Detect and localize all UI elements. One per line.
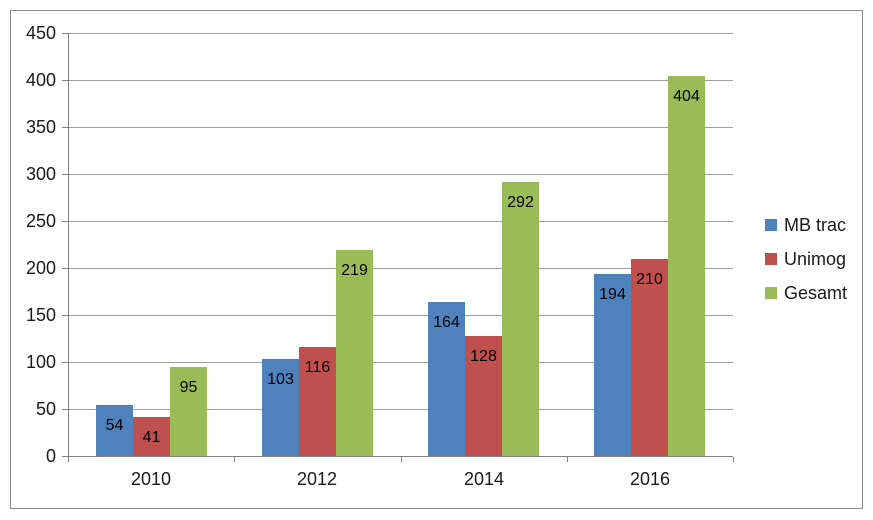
bar-data-label: 404 [673, 88, 700, 105]
bar-gesamt-2014[interactable]: 292 [502, 182, 539, 456]
bar-mb-trac-2012[interactable]: 103 [262, 359, 299, 456]
y-axis-tick [62, 33, 68, 34]
y-axis-line [68, 33, 69, 456]
bar-unimog-2016[interactable]: 210 [631, 259, 668, 456]
y-gridline [68, 174, 733, 175]
legend-label: Unimog [784, 248, 847, 269]
y-gridline [68, 315, 733, 316]
legend-label: MB trac [784, 214, 847, 235]
bar-unimog-2014[interactable]: 128 [465, 336, 502, 456]
x-category-label-2012: 2012 [296, 469, 338, 489]
y-tick-label: 450 [25, 23, 56, 43]
bar-data-label: 128 [470, 348, 497, 365]
legend-swatch-gesamt [765, 287, 777, 299]
legend-label: Gesamt [784, 282, 848, 303]
x-category-label-2010: 2010 [130, 469, 172, 489]
y-tick-label: 50 [35, 399, 56, 419]
legend: MB trac Unimog Gesamt [765, 214, 860, 316]
y-axis-tick [62, 409, 68, 410]
y-gridline [68, 409, 733, 410]
y-gridline [68, 268, 733, 269]
bar-data-label: 95 [179, 379, 198, 396]
bar-data-label: 292 [507, 194, 534, 211]
x-axis-tick [234, 457, 235, 462]
y-tick-label: 150 [25, 305, 56, 325]
legend-item-mb-trac[interactable]: MB trac [765, 214, 846, 236]
bar-data-label: 164 [433, 314, 460, 331]
bar-data-label: 103 [267, 371, 294, 388]
legend-swatch-unimog [765, 253, 777, 265]
y-tick-label: 400 [25, 70, 56, 90]
x-category-label-2014: 2014 [463, 469, 505, 489]
y-gridline [68, 362, 733, 363]
y-axis-tick [62, 315, 68, 316]
x-category-label-2016: 2016 [629, 469, 671, 489]
x-axis-tick [68, 457, 69, 462]
legend-item-gesamt[interactable]: Gesamt [765, 282, 847, 304]
bar-mb-trac-2016[interactable]: 194 [594, 274, 631, 456]
bar-data-label: 219 [341, 262, 368, 279]
bar-data-label: 41 [142, 429, 161, 446]
y-tick-label: 250 [25, 211, 56, 231]
bar-gesamt-2016[interactable]: 404 [668, 76, 705, 456]
x-axis-line [62, 456, 733, 457]
bar-data-label: 54 [105, 417, 124, 434]
y-tick-label: 0 [45, 446, 56, 466]
y-axis-tick [62, 80, 68, 81]
y-tick-label: 100 [25, 352, 56, 372]
y-axis-tick [62, 362, 68, 363]
y-axis-tick [62, 127, 68, 128]
legend-swatch-mb-trac [765, 219, 777, 231]
y-tick-label: 350 [25, 117, 56, 137]
bar-mb-trac-2014[interactable]: 164 [428, 302, 465, 456]
y-gridline [68, 80, 733, 81]
y-tick-label: 200 [25, 258, 56, 278]
bar-gesamt-2010[interactable]: 95 [170, 367, 207, 456]
y-tick-label: 300 [25, 164, 56, 184]
bar-unimog-2010[interactable]: 41 [133, 417, 170, 456]
legend-item-unimog[interactable]: Unimog [765, 248, 846, 270]
y-axis-tick [62, 174, 68, 175]
y-axis-tick [62, 268, 68, 269]
bar-mb-trac-2010[interactable]: 54 [96, 405, 133, 456]
bar-data-label: 194 [599, 286, 626, 303]
y-gridline [68, 33, 733, 34]
bar-unimog-2012[interactable]: 116 [299, 347, 336, 456]
y-axis-tick [62, 221, 68, 222]
x-axis-tick [401, 457, 402, 462]
y-gridline [68, 127, 733, 128]
x-axis-tick [733, 457, 734, 462]
bar-gesamt-2012[interactable]: 219 [336, 250, 373, 456]
x-axis-tick [567, 457, 568, 462]
bar-data-label: 210 [636, 271, 663, 288]
bar-data-label: 116 [304, 359, 331, 376]
y-gridline [68, 221, 733, 222]
